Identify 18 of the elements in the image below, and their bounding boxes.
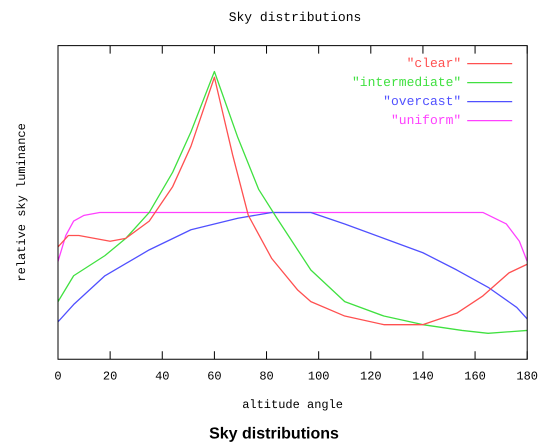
legend-label: "overcast" bbox=[383, 94, 462, 110]
chart-title: Sky distributions bbox=[228, 10, 362, 26]
x-tick-label: 0 bbox=[54, 370, 62, 384]
x-tick-label: 80 bbox=[259, 370, 274, 384]
x-tick-label: 20 bbox=[102, 370, 118, 384]
y-axis-title: relative sky luminance bbox=[15, 123, 30, 282]
legend-label: "intermediate" bbox=[352, 75, 462, 90]
x-tick-label: 160 bbox=[464, 370, 486, 384]
x-tick-label: 100 bbox=[308, 370, 330, 384]
x-tick-label: 120 bbox=[360, 370, 382, 384]
legend-label: "clear" bbox=[406, 56, 462, 72]
x-tick-label: 60 bbox=[207, 370, 222, 384]
x-tick-label: 40 bbox=[155, 370, 170, 384]
text: Sky distributions bbox=[209, 425, 339, 442]
x-axis-title: altitude angle bbox=[242, 398, 344, 412]
x-tick-label: 140 bbox=[412, 370, 434, 384]
x-tick-label: 180 bbox=[516, 370, 538, 384]
legend-label: "uniform" bbox=[390, 113, 462, 128]
